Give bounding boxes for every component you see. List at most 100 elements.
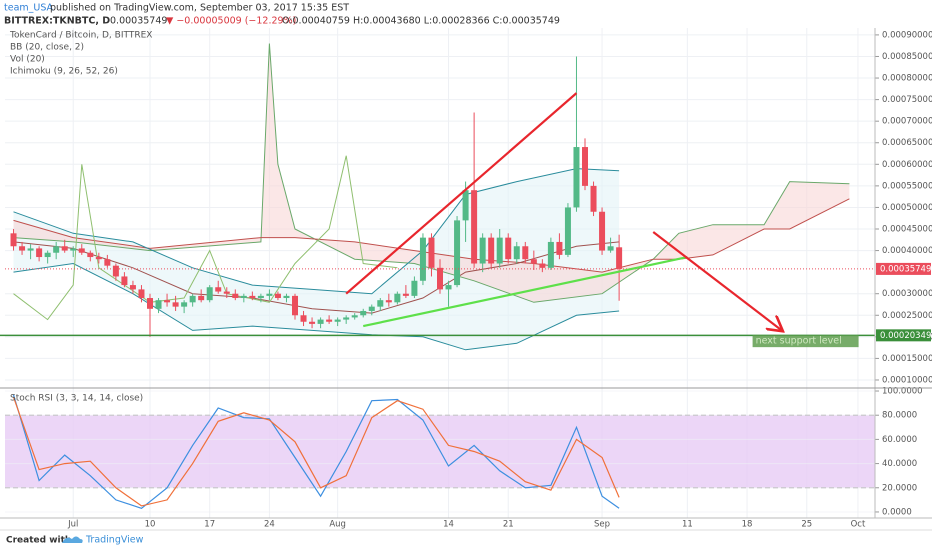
symbol: BITTREX:TKNBTC, D — [4, 16, 110, 27]
candle-body — [232, 293, 239, 299]
candle-body — [104, 259, 111, 266]
candle-body — [215, 287, 222, 292]
candle-body — [556, 241, 563, 255]
candle-body — [206, 287, 213, 301]
y-tick-label: 0.00040000 — [882, 246, 932, 256]
y-tick-label: 80.0000 — [882, 411, 917, 421]
y-tick-label: 0.00045000 — [882, 225, 932, 235]
candle-body — [112, 265, 119, 277]
candle-body — [462, 190, 469, 221]
candle-body — [351, 315, 358, 318]
y-tick-label: 0.00030000 — [882, 289, 932, 299]
candle-body — [368, 306, 375, 311]
candle-body — [539, 263, 546, 268]
candle-body — [10, 233, 17, 247]
ichimoku-span-b — [13, 198, 850, 273]
candle-body — [343, 317, 350, 320]
candle-body — [249, 295, 256, 299]
candle-body — [87, 252, 94, 258]
candle-body — [27, 248, 34, 251]
y-tick-label: 0.0000 — [882, 507, 912, 517]
candle-body — [223, 291, 230, 294]
y-tick-label: 0.00025000 — [882, 311, 932, 321]
x-tick-label: 14 — [443, 520, 454, 530]
y-tick-label: 0.00090000 — [882, 30, 932, 40]
candle-body — [164, 300, 171, 303]
x-tick-label: 17 — [204, 520, 215, 530]
candle-body — [411, 280, 418, 296]
lagging-span — [13, 155, 398, 321]
candle-body — [607, 246, 614, 251]
candle-body — [189, 295, 196, 303]
author[interactable]: team_USA — [4, 3, 54, 14]
stoch-line — [12, 394, 620, 509]
candle-body — [530, 259, 537, 264]
price-tag — [876, 262, 931, 275]
candle-body — [513, 246, 520, 260]
candle-body — [172, 302, 179, 307]
candle-body — [479, 237, 486, 264]
y-tick-label: 0.00080000 — [882, 74, 932, 84]
bollinger-lower — [13, 262, 620, 351]
candle-body — [274, 293, 281, 299]
annotation: next support level — [756, 336, 842, 347]
candle-body — [70, 248, 77, 251]
candle-body — [309, 321, 316, 324]
candle-body — [419, 237, 426, 281]
y-tick-label: 0.00075000 — [882, 95, 932, 105]
x-tick-label: Oct — [851, 520, 866, 530]
footer-brand[interactable]: TradingView — [85, 535, 144, 546]
last-price-text: 0.00035749 — [110, 16, 167, 27]
candle-body — [496, 237, 503, 264]
price-tag-label: 0.00020349 — [880, 331, 931, 341]
candle-body — [198, 295, 205, 301]
candle-body — [564, 207, 571, 255]
candle-body — [240, 295, 247, 299]
candle-body — [454, 220, 461, 286]
candle-body — [266, 293, 273, 296]
legend-text: Vol (20) — [10, 55, 45, 65]
legend-text: BB (20, close, 2) — [10, 43, 84, 53]
trend-line — [345, 92, 578, 295]
candle-body — [44, 252, 51, 258]
candle-body — [616, 247, 623, 269]
candle-body — [599, 211, 606, 251]
y-tick-label: 60.0000 — [882, 435, 917, 445]
legend-text: Ichimoku (9, 26, 52, 26) — [10, 67, 118, 77]
price-tag-label: 0.00035749 — [880, 264, 931, 274]
y-tick-label: 0.00085000 — [882, 52, 932, 62]
change-text: ▼ −0.00005009 (−12.29%) — [166, 16, 296, 27]
x-tick-label: 18 — [742, 520, 753, 530]
x-tick-label: Sep — [594, 520, 610, 530]
candle-body — [573, 147, 580, 208]
y-tick-label: 20.0000 — [882, 483, 917, 493]
candle-body — [505, 237, 512, 260]
x-tick-label: 10 — [145, 520, 156, 530]
published: published on TradingView.com, September … — [50, 3, 349, 14]
annotation-box — [752, 335, 859, 348]
candle-body — [292, 295, 298, 316]
legend-text: Stoch RSI (3, 3, 14, 14, close) — [10, 394, 143, 404]
candle-body — [121, 276, 128, 286]
candle-body — [326, 319, 333, 322]
ohlc-text: O:0.00040759 H:0.00043680 L:0.00028366 C… — [282, 16, 560, 27]
candle-body — [78, 248, 85, 253]
legend-text: TokenCard / Bitcoin, D, BITTREX — [9, 31, 152, 41]
stoch-line — [12, 396, 620, 507]
brand-logo — [62, 536, 83, 543]
y-tick-label: 0.00070000 — [882, 117, 932, 127]
candle-body — [95, 257, 102, 260]
candle-body — [360, 310, 367, 316]
x-tick-label: Jul — [67, 520, 78, 530]
y-tick-label: 100.0000 — [882, 387, 923, 397]
candle-body — [394, 293, 401, 303]
y-tick-label: 0.00055000 — [882, 181, 932, 191]
candle-body — [334, 319, 341, 322]
candle-body — [138, 289, 145, 299]
candle-body — [377, 300, 384, 307]
bollinger-upper — [13, 168, 620, 295]
price-tag — [876, 329, 931, 342]
x-tick-label: 25 — [801, 520, 812, 530]
candle-body — [147, 298, 153, 309]
